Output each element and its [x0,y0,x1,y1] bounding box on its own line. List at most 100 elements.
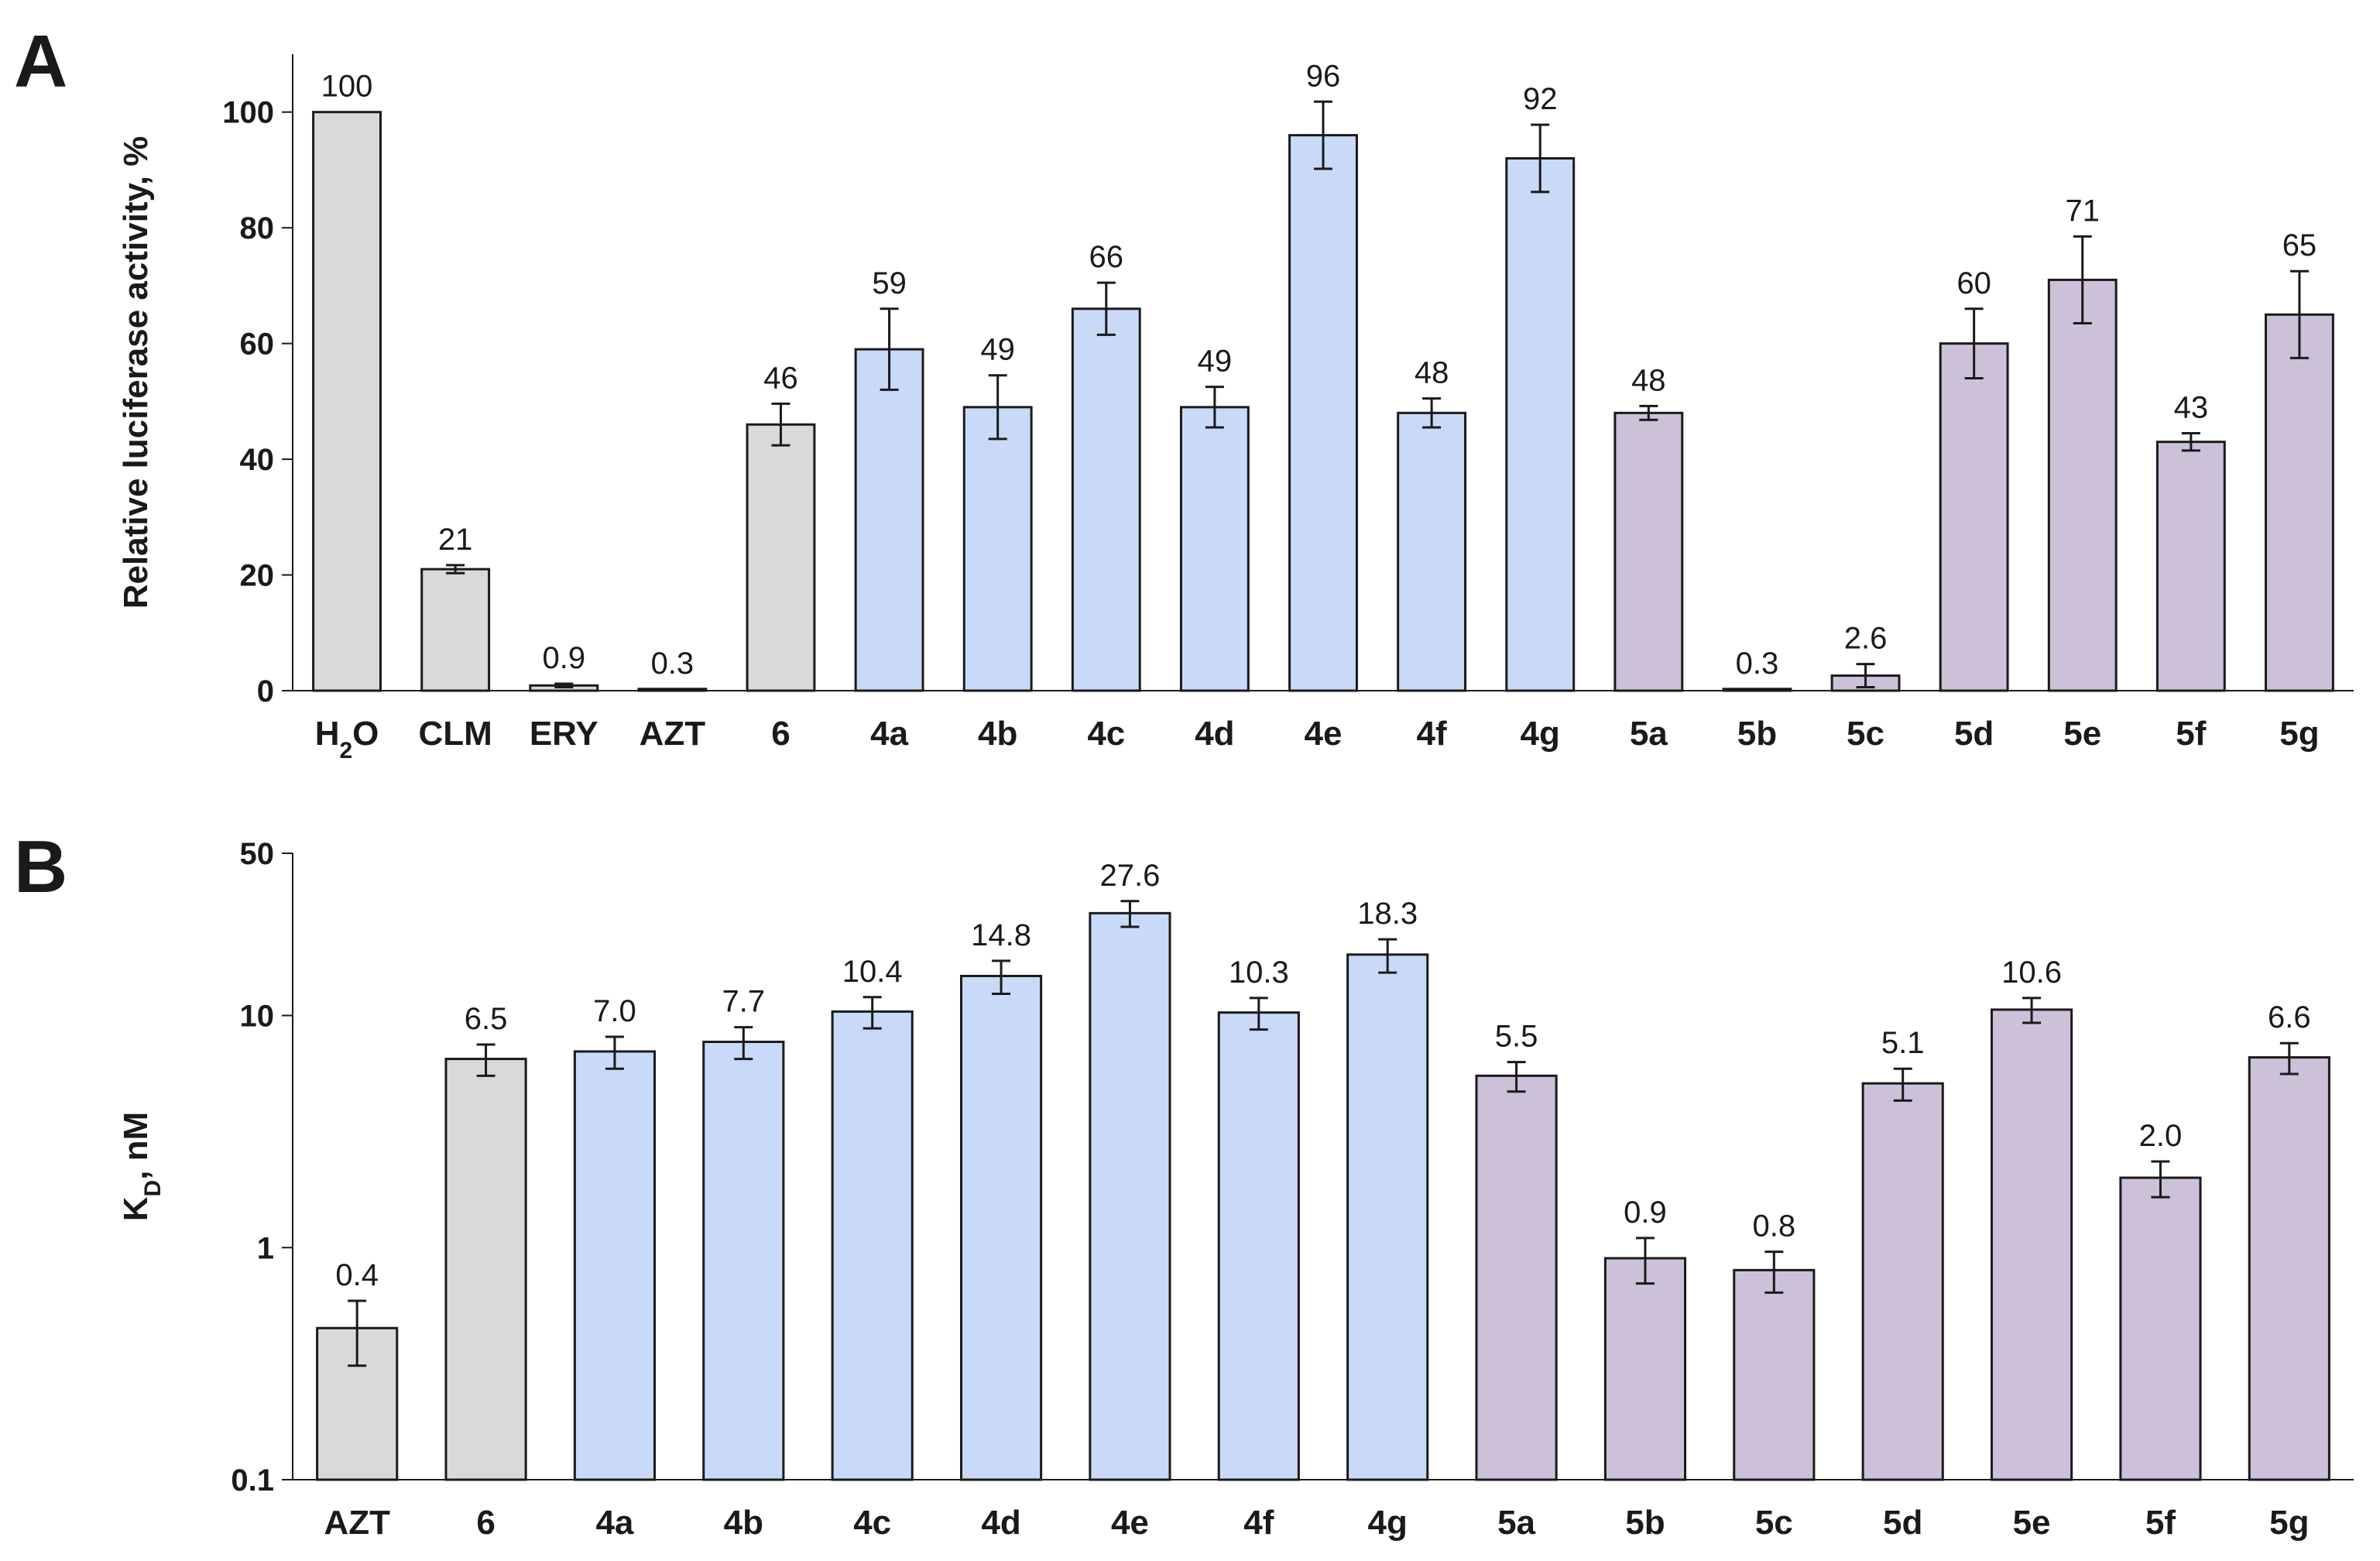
category-label: 4f [1243,1504,1274,1542]
category-label: 5e [2013,1504,2051,1542]
category-label: 5c [1755,1504,1793,1542]
category-label: 4a [870,715,908,753]
bar-5e [1990,1008,2073,1481]
category-label: 4e [1111,1504,1149,1542]
data-label: 60 [1956,266,1991,300]
data-label: 96 [1306,59,1341,93]
data-label: 0.4 [335,1258,379,1292]
bar-5a [1614,411,1684,692]
data-label: 18.3 [1357,897,1418,931]
data-label: 65 [2282,228,2317,262]
bar-4c [1071,307,1141,692]
data-label: 5.1 [1881,1026,1925,1060]
category-label: 4b [978,715,1017,753]
y-tick-label: 1 [257,1231,274,1265]
data-label: 0.8 [1753,1209,1796,1244]
category-label: AZT [324,1504,390,1542]
bar-6 [746,423,816,692]
panel-a-letter: A [14,20,67,103]
bar-5f [2119,1176,2202,1481]
data-label: 7.7 [722,985,766,1019]
category-label: 4g [1521,715,1560,753]
y-tick-label: 0.1 [231,1463,274,1498]
y-axis-title: KD, nM [117,1112,166,1221]
category-label: 4d [1195,715,1234,753]
category-label: 5g [2279,715,2319,753]
category-label: 5f [2176,715,2206,753]
bar-5g [2265,313,2334,692]
category-label: CLM [419,715,492,753]
category-label: 4c [1087,715,1125,753]
y-tick-label: 0 [257,674,274,708]
data-label: 100 [321,70,373,104]
panel-b-chart: 0.1 1 10 50 KD, nM 0.4 AZT 6.5 6 7.0 4a 7.7 4b 10.4 4c… [117,837,2354,1542]
data-label: 10.3 [1229,955,1289,990]
bar-4e [1288,134,1358,692]
y-tick-label: 80 [240,211,275,245]
bar-4a [854,348,924,692]
data-label: 48 [1415,356,1449,390]
y-tick-label: 40 [240,443,275,477]
category-label: 5a [1497,1504,1535,1542]
bar-4g [1346,953,1429,1481]
bar-4b [962,406,1033,692]
data-label: 6.5 [465,1002,508,1036]
category-label: 4b [724,1504,763,1542]
data-label: 10.6 [2001,955,2062,990]
category-label: 6 [476,1504,495,1542]
category-label: 5d [1883,1504,1922,1542]
data-label: 10.4 [842,955,903,989]
data-label: 46 [763,361,798,395]
category-label: 5d [1954,715,1994,753]
category-label: 5b [1625,1504,1665,1542]
data-label: 49 [980,333,1015,367]
category-label: ERY [530,715,598,753]
bar-4d [1179,406,1250,692]
y-tick-label: 10 [240,1000,275,1034]
bar-4g [1505,157,1576,692]
data-label: 27.6 [1100,859,1161,893]
category-label: 4e [1305,715,1343,753]
data-label: 49 [1198,345,1233,379]
bar-5e [2047,278,2118,692]
bar-H2O [312,111,382,692]
bar-5b [1603,1257,1687,1481]
data-label: 0.3 [651,647,694,681]
category-label: 5e [2063,715,2101,753]
category-label: AZT [640,715,706,753]
category-label: 6 [771,715,790,753]
bar-4c [831,1010,914,1481]
bar-6 [444,1058,527,1481]
data-label: 0.9 [1624,1196,1667,1230]
category-label: 4a [595,1504,633,1542]
category-label: 4f [1417,715,1447,753]
category-label: 4g [1368,1504,1408,1542]
bar-4f [1397,411,1467,692]
category-label: 5g [2269,1504,2309,1542]
data-label: 2.6 [1844,622,1888,656]
data-label: 43 [2174,390,2209,424]
data-label: 59 [872,266,907,300]
data-label: 48 [1631,363,1666,397]
category-label: H2O [315,715,379,763]
data-label: 21 [438,523,473,557]
data-label: 66 [1089,240,1124,274]
category-label: 4c [853,1504,891,1542]
bar-5g [2248,1056,2330,1481]
bar-5d [1939,342,2009,692]
category-label: 5b [1737,715,1777,753]
data-label: 14.8 [971,918,1031,952]
data-label: 7.0 [593,994,636,1028]
data-label: 2.0 [2139,1119,2183,1153]
category-label: 5c [1847,715,1884,753]
category-label: 5a [1630,715,1668,753]
data-label: 0.3 [1736,647,1779,681]
y-tick-label: 50 [240,837,275,871]
bar-5f [2155,441,2226,692]
bar-4a [573,1050,657,1481]
y-axis-title: Relative luciferase activity, % [117,136,155,609]
bar-5c [1733,1268,1816,1481]
bar-4f [1217,1011,1300,1481]
bar-5d [1861,1082,1944,1481]
y-tick-label: 60 [240,328,275,362]
